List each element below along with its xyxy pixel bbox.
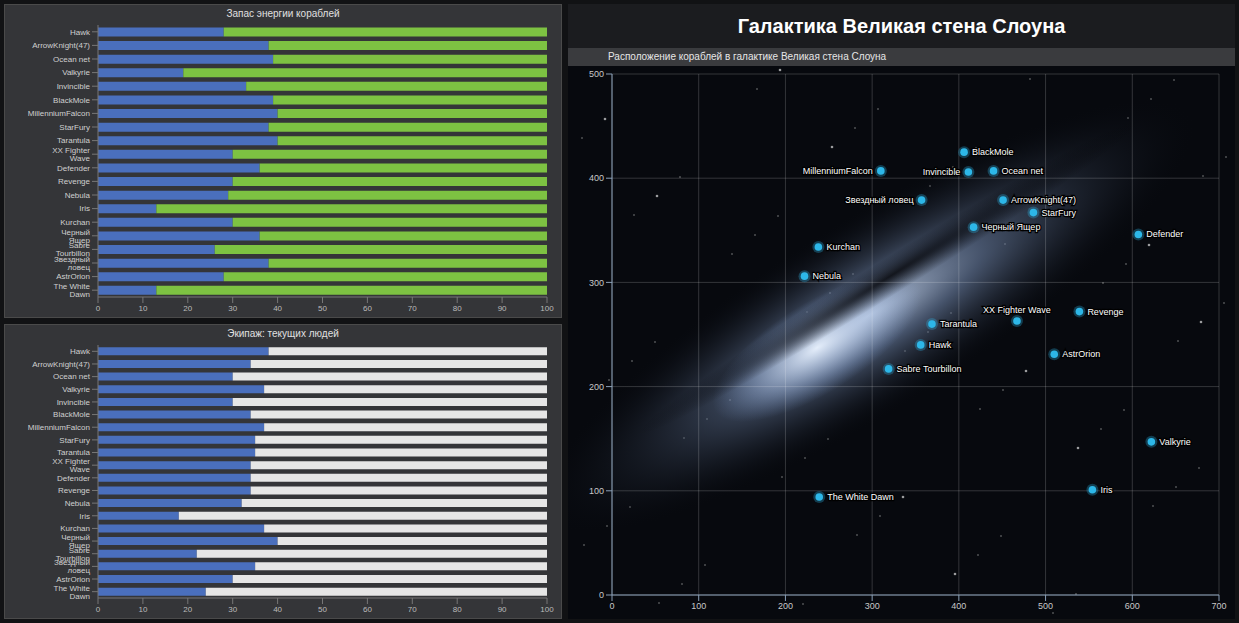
svg-text:Valkyrie: Valkyrie — [62, 385, 90, 394]
svg-text:The WhiteDawn: The WhiteDawn — [54, 282, 91, 299]
svg-text:Tarantula: Tarantula — [57, 136, 90, 145]
svg-text:Invincible: Invincible — [57, 82, 91, 91]
svg-text:The WhiteDawn: The WhiteDawn — [54, 584, 91, 601]
svg-text:Iris: Iris — [1100, 485, 1112, 495]
svg-text:Звездныйловец: Звездныйловец — [54, 558, 90, 575]
svg-text:AstrOrion: AstrOrion — [56, 575, 90, 584]
svg-text:60: 60 — [363, 605, 372, 614]
svg-text:Ocean net: Ocean net — [53, 372, 91, 381]
svg-text:30: 30 — [228, 605, 237, 614]
svg-text:Nebula: Nebula — [65, 191, 91, 200]
svg-text:Nebula: Nebula — [65, 499, 91, 508]
svg-text:Звездныйловец: Звездныйловец — [54, 255, 90, 272]
svg-text:0: 0 — [599, 590, 604, 600]
svg-text:ArrowKnight(47): ArrowKnight(47) — [32, 41, 90, 50]
svg-text:Черный Ящер: Черный Ящер — [982, 222, 1041, 232]
svg-text:500: 500 — [589, 69, 604, 79]
svg-text:100: 100 — [691, 601, 706, 611]
svg-text:The White Dawn: The White Dawn — [827, 492, 894, 502]
svg-text:Iris: Iris — [79, 512, 90, 521]
svg-text:70: 70 — [408, 304, 417, 313]
svg-text:70: 70 — [408, 605, 417, 614]
svg-text:XX FighterWave: XX FighterWave — [52, 457, 90, 474]
svg-text:600: 600 — [1125, 601, 1140, 611]
svg-text:XX FighterWave: XX FighterWave — [52, 146, 90, 163]
svg-text:Revenge: Revenge — [58, 177, 91, 186]
svg-text:Ocean net: Ocean net — [53, 55, 91, 64]
svg-text:Tarantula: Tarantula — [940, 319, 977, 329]
svg-text:Invincible: Invincible — [923, 167, 961, 177]
svg-text:100: 100 — [589, 486, 604, 496]
svg-text:0: 0 — [609, 601, 614, 611]
svg-text:200: 200 — [589, 382, 604, 392]
svg-text:Звездный ловец: Звездный ловец — [845, 195, 913, 205]
svg-text:90: 90 — [498, 605, 507, 614]
svg-text:ArrowKnight(47): ArrowKnight(47) — [32, 360, 90, 369]
svg-text:400: 400 — [951, 601, 966, 611]
svg-text:Sabre Tourbillon: Sabre Tourbillon — [897, 364, 962, 374]
svg-text:ArrowKnight(47): ArrowKnight(47) — [1011, 195, 1076, 205]
svg-text:Defender: Defender — [57, 474, 90, 483]
svg-text:200: 200 — [778, 601, 793, 611]
svg-text:400: 400 — [589, 173, 604, 183]
svg-text:Defender: Defender — [1146, 229, 1183, 239]
svg-text:Hawk: Hawk — [70, 28, 91, 37]
svg-text:AstrOrion: AstrOrion — [1062, 349, 1100, 359]
svg-text:40: 40 — [273, 605, 282, 614]
svg-text:MillenniumFalcon: MillenniumFalcon — [803, 166, 873, 176]
svg-text:XX Fighter Wave: XX Fighter Wave — [983, 305, 1051, 315]
svg-text:Valkyrie: Valkyrie — [62, 68, 90, 77]
svg-text:BlackMole: BlackMole — [53, 410, 90, 419]
svg-text:MillenniumFalcon: MillenniumFalcon — [28, 109, 90, 118]
svg-text:40: 40 — [273, 304, 282, 313]
svg-text:Hawk: Hawk — [929, 340, 952, 350]
svg-text:Ocean net: Ocean net — [1002, 166, 1044, 176]
svg-text:Tarantula: Tarantula — [57, 448, 90, 457]
svg-text:Nebula: Nebula — [813, 271, 842, 281]
svg-text:10: 10 — [138, 304, 147, 313]
svg-text:700: 700 — [1211, 601, 1226, 611]
svg-text:Kurchan: Kurchan — [60, 524, 90, 533]
svg-text:50: 50 — [318, 304, 327, 313]
svg-text:300: 300 — [589, 278, 604, 288]
svg-text:10: 10 — [138, 605, 147, 614]
svg-text:0: 0 — [96, 605, 101, 614]
svg-text:BlackMole: BlackMole — [53, 96, 90, 105]
svg-text:StarFury: StarFury — [1041, 208, 1076, 218]
svg-text:20: 20 — [183, 304, 192, 313]
svg-text:Defender: Defender — [57, 164, 90, 173]
svg-text:30: 30 — [228, 304, 237, 313]
svg-text:0: 0 — [96, 304, 101, 313]
svg-text:StarFury: StarFury — [59, 436, 90, 445]
svg-text:Revenge: Revenge — [58, 486, 91, 495]
svg-text:Invincible: Invincible — [57, 398, 91, 407]
svg-text:StarFury: StarFury — [59, 123, 90, 132]
svg-text:Kurchan: Kurchan — [826, 242, 860, 252]
svg-text:Revenge: Revenge — [1087, 307, 1123, 317]
svg-text:Valkyrie: Valkyrie — [1159, 437, 1190, 447]
svg-text:90: 90 — [498, 304, 507, 313]
svg-text:20: 20 — [183, 605, 192, 614]
svg-text:80: 80 — [453, 304, 462, 313]
svg-text:100: 100 — [540, 605, 554, 614]
svg-text:AstrOrion: AstrOrion — [56, 272, 90, 281]
svg-text:500: 500 — [1038, 601, 1053, 611]
svg-text:Iris: Iris — [79, 204, 90, 213]
svg-text:60: 60 — [363, 304, 372, 313]
svg-text:MillenniumFalcon: MillenniumFalcon — [28, 423, 90, 432]
svg-text:80: 80 — [453, 605, 462, 614]
svg-text:Hawk: Hawk — [70, 347, 91, 356]
svg-text:Kurchan: Kurchan — [60, 218, 90, 227]
svg-text:50: 50 — [318, 605, 327, 614]
svg-text:BlackMole: BlackMole — [972, 147, 1014, 157]
svg-text:100: 100 — [540, 304, 554, 313]
svg-text:300: 300 — [865, 601, 880, 611]
